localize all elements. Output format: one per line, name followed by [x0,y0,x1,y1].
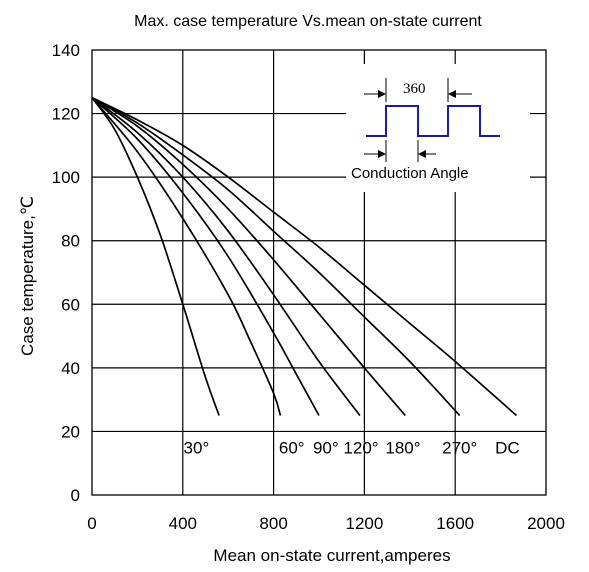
conduction-angle-label: Conduction Angle [351,165,469,182]
curve-270 [91,96,461,417]
y-axis-label: Case temperature,℃ [18,196,37,356]
curve-60 [91,97,282,416]
curve-labels: 30° 60° 90° 120° 180° 270° DC [184,439,520,458]
curve-label: 30° [184,439,210,458]
curve-label: DC [495,439,520,458]
curve-dc [91,96,518,417]
x-axis: 0 400 800 1200 1600 2000 [87,514,565,533]
x-tick-label: 800 [259,514,287,533]
pulse-waveform [366,105,500,137]
y-tick-label: 40 [61,359,80,378]
x-tick-label: 1200 [345,514,383,533]
curve-label: 60° [279,439,305,458]
waveform-inset: 360 Conduction Angle [346,64,530,192]
y-tick-label: 60 [61,295,80,314]
curve-label: 180° [385,439,420,458]
x-tick-label: 400 [169,514,197,533]
x-tick-label: 2000 [527,514,565,533]
y-tick-label: 0 [71,486,80,505]
curve-180 [91,96,406,417]
period-label: 360 [403,81,426,97]
curve-label: 90° [313,439,339,458]
curve-120 [91,97,361,417]
conduction-arrowhead-right [418,150,426,158]
y-tick-label: 120 [52,105,80,124]
period-arrowhead-left [378,90,386,98]
y-tick-label: 140 [52,41,80,60]
y-tick-label: 80 [61,232,80,251]
grid [92,50,546,495]
inset-background [346,64,530,192]
conduction-arrowhead-left [378,150,386,158]
curve-30 [91,97,220,416]
plot-area [91,49,547,496]
x-axis-label: Mean on-state current,amperes [213,546,450,565]
period-arrowhead-right [448,90,456,98]
curve-label: 120° [343,439,378,458]
x-tick-label: 1600 [436,514,474,533]
y-tick-label: 20 [61,422,80,441]
curve-90 [91,97,320,416]
chart-title: Max. case temperature Vs.mean on-state c… [134,13,482,30]
curves [91,96,518,417]
curve-label: 270° [442,439,477,458]
y-axis: 0 20 40 60 80 100 120 140 [52,41,80,505]
x-tick-label: 0 [87,514,96,533]
y-tick-label: 100 [52,168,80,187]
